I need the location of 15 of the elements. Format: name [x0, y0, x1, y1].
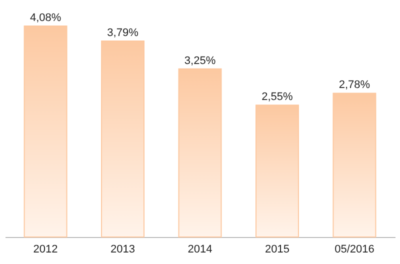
- data-label: 3,79%: [107, 27, 139, 39]
- data-label: 3,25%: [184, 54, 216, 67]
- x-tick-label: 05/2016: [334, 244, 374, 256]
- bar: [178, 68, 222, 238]
- x-tick-label: 2012: [33, 244, 58, 256]
- x-tick-label: 2013: [110, 244, 136, 256]
- data-label: 2,78%: [338, 79, 370, 92]
- data-label: 4,08%: [30, 12, 62, 24]
- data-label: 2,55%: [262, 91, 294, 104]
- bar: [101, 40, 145, 238]
- x-tick-label: 2014: [188, 244, 212, 256]
- bar: [332, 92, 376, 238]
- bar: [24, 26, 68, 238]
- bar: [255, 104, 299, 238]
- x-tick-label: 2015: [264, 244, 290, 256]
